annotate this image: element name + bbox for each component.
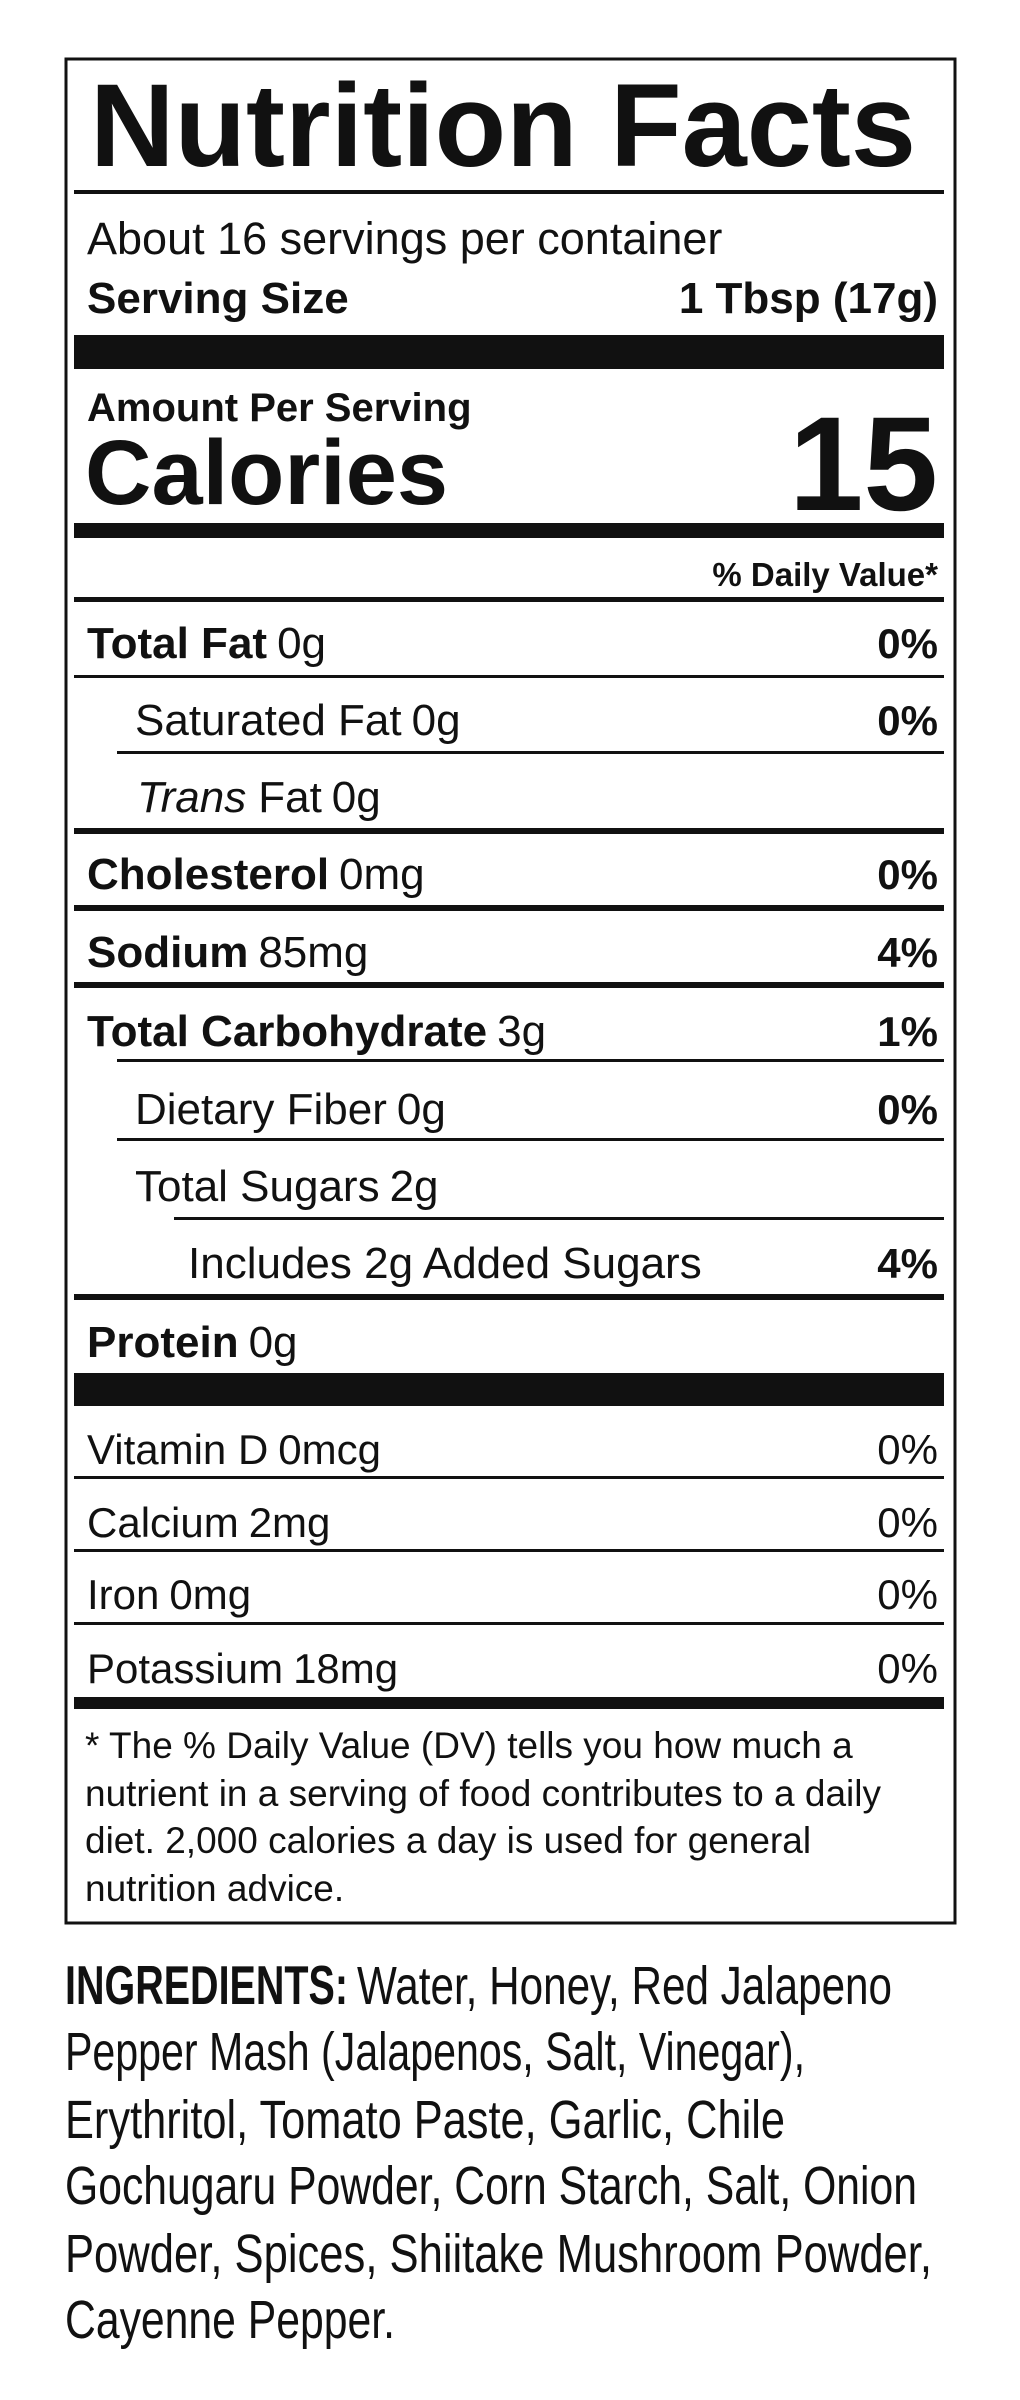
amount-per-serving: Amount Per Serving: [87, 386, 472, 430]
vitamin-amount: 2mg: [249, 1499, 331, 1546]
calories-label: Calories: [85, 422, 448, 524]
vitamin-name: Calcium: [87, 1499, 239, 1546]
serving-size: 1 Tbsp (17g): [679, 274, 938, 323]
nutrient-row: Saturated Fat 0g: [135, 696, 461, 745]
nutrient-amount: 85mg: [258, 928, 368, 977]
nutrient-name: Total Carbohydrate: [87, 1007, 487, 1056]
nutrient-amount: 0g: [277, 619, 326, 668]
label-border: [64, 57, 957, 1925]
rule: [74, 1622, 944, 1625]
vitamin-row: Potassium 18mg: [87, 1645, 398, 1692]
nutrient-amount: 0g: [412, 696, 461, 745]
rule: [74, 597, 944, 602]
nutrient-name: Dietary Fiber: [135, 1085, 387, 1134]
nutrient-amount: 0mg: [339, 850, 425, 899]
vitamin-name: Potassium: [87, 1645, 283, 1692]
vitamin-dv: 0%: [877, 1426, 938, 1473]
calories-value: 15: [789, 390, 938, 539]
nutrient-row: Total Fat 0g: [87, 619, 326, 668]
ingredients-line: Cayenne Pepper.: [65, 2290, 395, 2350]
nutrient-dv: 0%: [877, 1086, 938, 1133]
nutrient-name: Cholesterol: [87, 850, 329, 899]
rule: [74, 1373, 944, 1406]
rule: [74, 1549, 944, 1552]
vitamin-amount: 18mg: [293, 1645, 398, 1692]
nutrient-dv: 4%: [877, 929, 938, 976]
nutrient-dv: 0%: [877, 620, 938, 667]
rule: [74, 905, 944, 911]
vitamin-dv: 0%: [877, 1571, 938, 1618]
title: Nutrition Facts: [90, 60, 916, 192]
footnote-line: * The % Daily Value (DV) tells you how m…: [85, 1725, 853, 1766]
footnote-line: nutrition advice.: [85, 1868, 344, 1909]
nutrient-amount: 0g: [397, 1085, 446, 1134]
nutrient-row: Trans Fat 0g: [137, 773, 381, 822]
nutrient-dv: 4%: [877, 1240, 938, 1287]
nutrient-row: Cholesterol 0mg: [87, 850, 425, 899]
rule: [74, 675, 944, 678]
nutrient-dv: 1%: [877, 1008, 938, 1055]
ingredients-line: Erythritol, Tomato Paste, Garlic, Chile: [65, 2090, 785, 2150]
ingredients-line: Water, Honey, Red Jalapeno: [357, 1956, 892, 2016]
rule: [74, 828, 944, 834]
nutrient-name-italic: Trans: [137, 773, 246, 822]
rule: [74, 190, 944, 194]
vitamin-amount: 0mcg: [278, 1426, 381, 1473]
servings: About 16 servings per container: [87, 213, 722, 264]
vitamin-name: Vitamin D: [87, 1426, 268, 1473]
nutrient-row: Dietary Fiber 0g: [135, 1085, 446, 1134]
rule: [74, 1476, 944, 1479]
nutrient-name: Sodium: [87, 928, 248, 977]
thick-bar: [74, 335, 944, 369]
nutrient-amount: 2g: [390, 1162, 439, 1211]
serving-size-label: Serving Size: [87, 274, 349, 323]
vitamin-row: Iron 0mg: [87, 1571, 251, 1618]
rule: [117, 751, 944, 754]
nutrient-name: Saturated Fat: [135, 696, 402, 745]
nutrient-row: Includes 2g Added Sugars: [188, 1239, 702, 1288]
ingredients-line: Powder, Spices, Shiitake Mushroom Powder…: [65, 2224, 932, 2284]
nutrient-row: Total Carbohydrate 3g: [87, 1007, 546, 1056]
nutrient-row: Total Sugars 2g: [135, 1162, 439, 1211]
footnote-line: nutrient in a serving of food contribute…: [85, 1773, 881, 1814]
ingredients-line: Gochugaru Powder, Corn Starch, Salt, Oni…: [65, 2156, 917, 2216]
nutrient-row: Protein 0g: [87, 1318, 298, 1367]
rule: [74, 1294, 944, 1300]
ingredients-label: INGREDIENTS:: [65, 1954, 348, 2016]
nutrient-name: Total Sugars: [135, 1162, 380, 1211]
nutrient-dv: 0%: [877, 697, 938, 744]
daily-value-header: % Daily Value*: [712, 556, 938, 593]
nutrient-amount: 0g: [249, 1318, 298, 1367]
nutrient-dv: 0%: [877, 851, 938, 898]
rule: [74, 1697, 944, 1709]
nutrient-name: Includes 2g Added Sugars: [188, 1239, 702, 1288]
vitamin-dv: 0%: [877, 1499, 938, 1546]
rule: [117, 1059, 944, 1062]
nutrient-amount: 0g: [332, 773, 381, 822]
vitamin-row: Vitamin D 0mcg: [87, 1426, 381, 1473]
vitamin-amount: 0mg: [169, 1571, 251, 1618]
rule: [174, 1217, 944, 1220]
rule: [117, 1138, 944, 1141]
nutrient-name: Total Fat: [87, 619, 267, 668]
nutrient-row: Sodium 85mg: [87, 928, 368, 977]
nutrient-name: Protein: [87, 1318, 239, 1367]
medium-bar: [74, 523, 944, 538]
footnote-line: diet. 2,000 calories a day is used for g…: [85, 1820, 811, 1861]
ingredients-line: Pepper Mash (Jalapenos, Salt, Vinegar),: [65, 2022, 805, 2082]
vitamin-name: Iron: [87, 1571, 159, 1618]
nutrient-amount: 3g: [497, 1007, 546, 1056]
vitamin-row: Calcium 2mg: [87, 1499, 330, 1546]
rule: [74, 982, 944, 988]
nutrient-name: Fat: [258, 773, 322, 822]
vitamin-dv: 0%: [877, 1645, 938, 1692]
